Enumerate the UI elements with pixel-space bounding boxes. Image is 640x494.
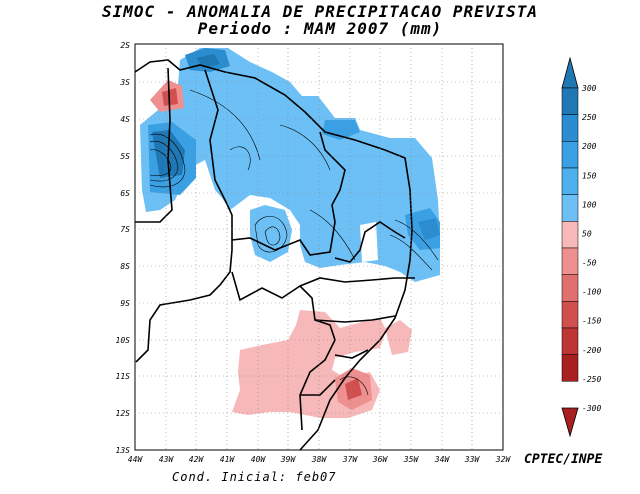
lat-tick-label: 5S (120, 152, 130, 161)
legend-swatch (561, 221, 579, 249)
lat-tick-label: 8S (120, 262, 130, 271)
legend-swatch (561, 301, 579, 329)
lat-tick-label: 3S (119, 78, 130, 87)
lon-tick-label: 44W (128, 455, 144, 464)
grid-lines (135, 44, 503, 450)
legend-label: 300 (581, 84, 597, 93)
lon-tick-label: 35W (403, 455, 420, 464)
lon-tick-label: 39W (280, 455, 297, 464)
lat-tick-label: 4S (120, 115, 130, 124)
legend-label: 100 (582, 200, 597, 209)
lon-tick-label: 33W (464, 455, 481, 464)
legend-label: 50 (582, 229, 592, 238)
legend-arrow-bottom (561, 407, 579, 438)
lat-tick-label: 13S (116, 446, 131, 455)
lon-tick-label: 41W (220, 455, 236, 464)
lon-tick-label: 38W (311, 455, 328, 464)
legend-label: 250 (582, 113, 597, 122)
lat-tick-label: 11S (116, 372, 131, 381)
state-borders (134, 59, 415, 451)
color-legend: 300 250 200 150 100 50 -50 -100 -150 -200 -250 -300 (561, 56, 601, 438)
lon-tick-label: 32W (495, 455, 512, 464)
lat-tick-label: 7S (120, 225, 130, 234)
legend-swatch (561, 114, 579, 142)
legend-swatch (561, 87, 579, 115)
legend-label: -250 (582, 375, 601, 384)
latitude-axis: 2S 3S 4S 5S 6S 7S 8S 9S 10S 11S 12S 13S (116, 41, 131, 455)
map-title: SIMOC - ANOMALIA DE PRECIPITACAO PREVIST… (102, 2, 538, 21)
credit-label: CPTEC/INPE (524, 452, 603, 467)
lat-tick-label: 12S (116, 409, 131, 418)
legend-swatch (561, 327, 579, 355)
contour-lines (149, 89, 439, 396)
lat-tick-label: 2S (120, 41, 130, 50)
legend-swatch (561, 274, 579, 302)
lat-tick-label: 6S (120, 189, 130, 198)
legend-label: -50 (582, 259, 597, 268)
lat-tick-label: 9S (120, 299, 130, 308)
legend-label: 200 (582, 142, 597, 151)
legend-swatch (561, 247, 579, 275)
legend-swatch (561, 141, 579, 169)
lon-tick-label: 37W (342, 455, 359, 464)
lon-tick-label: 34W (434, 455, 451, 464)
lon-tick-label: 40W (251, 455, 267, 464)
lat-tick-label: 10S (116, 336, 131, 345)
lon-tick-label: 42W (189, 455, 205, 464)
legend-arrow-top (561, 56, 579, 89)
legend-label: -150 (582, 317, 601, 326)
lon-tick-label: 43W (159, 455, 175, 464)
legend-swatch (561, 354, 579, 382)
legend-swatch (561, 194, 579, 222)
legend-label: -200 (582, 346, 601, 355)
longitude-axis: 44W 43W 42W 41W 40W 39W 38W 37W 36W 35W … (128, 455, 512, 464)
legend-label: -300 (582, 404, 601, 413)
legend-label: 150 (582, 171, 597, 180)
initial-condition-label: Cond. Inicial: feb07 (172, 470, 337, 484)
map-subtitle: Periodo : MAM 2007 (mm) (197, 19, 443, 38)
legend-label: -100 (582, 288, 601, 297)
lon-tick-label: 36W (372, 455, 389, 464)
legend-swatch (561, 167, 579, 195)
